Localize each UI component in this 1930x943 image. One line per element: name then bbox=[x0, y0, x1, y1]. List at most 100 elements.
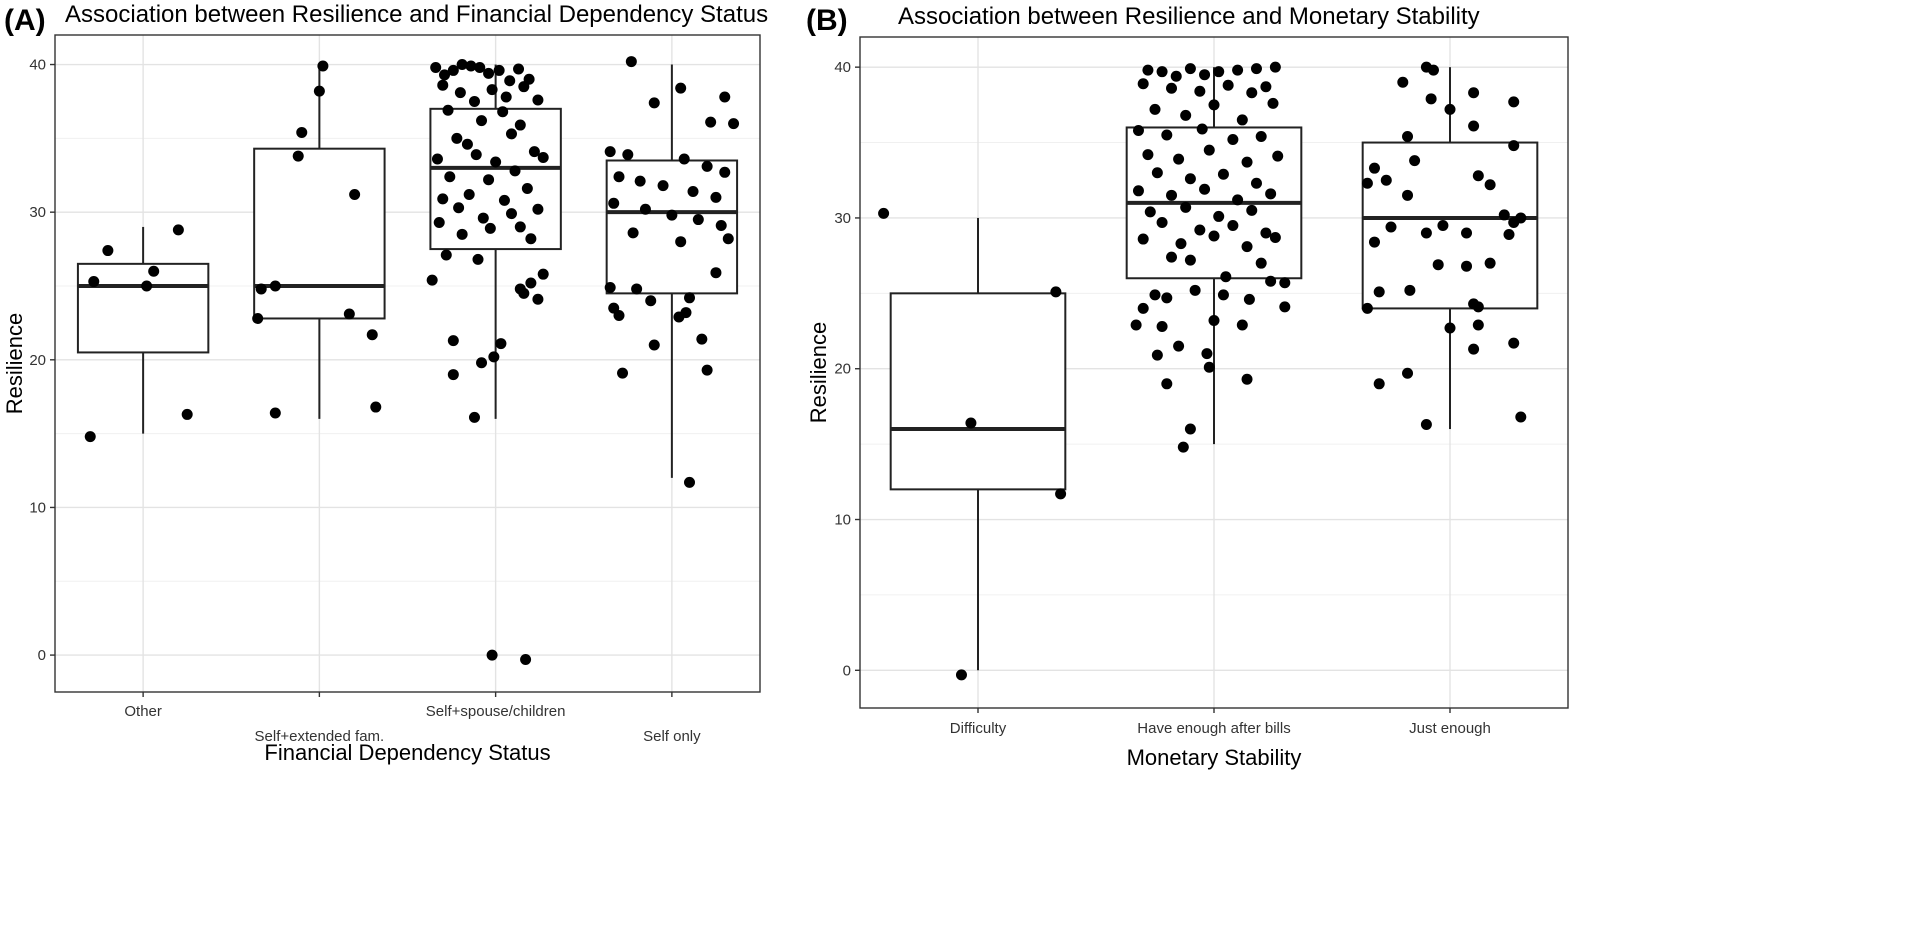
data-point bbox=[1227, 134, 1239, 146]
data-point bbox=[1269, 61, 1281, 73]
category-label: Have enough after bills bbox=[1137, 720, 1290, 737]
y-axis-title: Resilience bbox=[806, 322, 831, 424]
data-point bbox=[1503, 229, 1515, 241]
data-point bbox=[500, 91, 512, 103]
data-point bbox=[1420, 419, 1432, 431]
data-point bbox=[625, 56, 637, 68]
data-point bbox=[678, 153, 690, 165]
data-point bbox=[1472, 301, 1484, 313]
data-point bbox=[657, 180, 669, 192]
data-point bbox=[1170, 70, 1182, 82]
data-point bbox=[528, 146, 540, 158]
data-point bbox=[1380, 174, 1392, 186]
data-point bbox=[1220, 271, 1232, 283]
data-point bbox=[715, 219, 727, 231]
data-point bbox=[1227, 219, 1239, 231]
data-point bbox=[722, 233, 734, 245]
data-point bbox=[537, 268, 549, 280]
data-point bbox=[444, 171, 456, 183]
data-point bbox=[684, 476, 695, 488]
data-point bbox=[456, 59, 468, 71]
data-point bbox=[520, 654, 532, 666]
data-point bbox=[1184, 254, 1196, 266]
data-point bbox=[488, 351, 500, 363]
data-point bbox=[426, 274, 438, 286]
data-point bbox=[1213, 210, 1225, 222]
data-point bbox=[617, 367, 629, 379]
data-point bbox=[1050, 286, 1062, 298]
panel-b: 0 10 20 30 40 Difficulty Have enough after bil… bbox=[806, 3, 1569, 770]
data-point bbox=[1236, 114, 1248, 126]
chart-title: Association between Resilience and Monet… bbox=[898, 3, 1480, 30]
data-point bbox=[666, 209, 678, 221]
panel-label: (A) bbox=[4, 4, 46, 37]
data-point bbox=[1196, 123, 1208, 135]
data-point bbox=[484, 222, 496, 234]
data-point bbox=[639, 203, 651, 215]
data-point bbox=[1472, 319, 1484, 331]
data-point bbox=[604, 146, 616, 158]
y-tick-label: 10 bbox=[834, 512, 851, 529]
category-label: Self only bbox=[643, 728, 701, 745]
data-point bbox=[878, 207, 890, 219]
data-point bbox=[728, 118, 740, 130]
data-point bbox=[1402, 131, 1414, 143]
data-point bbox=[1217, 168, 1229, 180]
data-point bbox=[710, 267, 722, 279]
data-point bbox=[1508, 216, 1520, 228]
data-point bbox=[252, 312, 264, 324]
data-point bbox=[532, 94, 544, 106]
data-point bbox=[296, 126, 308, 138]
data-point bbox=[1361, 302, 1373, 314]
data-point bbox=[514, 221, 526, 233]
data-point bbox=[1161, 378, 1173, 390]
data-point bbox=[1232, 64, 1244, 76]
data-point bbox=[1166, 82, 1178, 94]
y-axis-title: Resilience bbox=[2, 313, 27, 415]
data-point bbox=[370, 401, 382, 413]
data-point bbox=[719, 166, 731, 178]
data-point bbox=[102, 245, 114, 257]
data-point bbox=[84, 431, 96, 443]
data-point bbox=[1203, 361, 1215, 373]
data-point bbox=[486, 84, 498, 96]
category-label: Self+spouse/children bbox=[426, 703, 566, 720]
y-tick-label: 0 bbox=[38, 647, 46, 664]
data-point bbox=[505, 128, 517, 140]
data-point bbox=[1184, 173, 1196, 185]
data-point bbox=[148, 265, 160, 277]
x-axis-title: Monetary Stability bbox=[1127, 745, 1302, 770]
data-point bbox=[1427, 64, 1439, 76]
data-point bbox=[1373, 286, 1385, 298]
data-point bbox=[1468, 120, 1480, 132]
data-point bbox=[1142, 149, 1154, 161]
data-point bbox=[1208, 314, 1220, 326]
data-point bbox=[1444, 322, 1456, 334]
data-point bbox=[1161, 129, 1173, 141]
data-point bbox=[1194, 85, 1206, 97]
iqr-box bbox=[889, 292, 1067, 491]
data-point bbox=[172, 224, 184, 236]
data-point bbox=[1250, 63, 1262, 75]
y-tick-label: 30 bbox=[834, 210, 851, 227]
data-point bbox=[613, 310, 625, 322]
data-point bbox=[1432, 259, 1444, 271]
y-tick-label: 30 bbox=[29, 204, 46, 221]
data-point bbox=[701, 364, 713, 376]
data-point bbox=[1241, 373, 1253, 385]
data-point bbox=[1173, 153, 1185, 165]
data-point bbox=[1397, 76, 1409, 88]
data-point bbox=[1189, 284, 1201, 296]
data-point bbox=[1175, 238, 1187, 250]
data-point bbox=[490, 156, 502, 168]
data-point bbox=[710, 191, 722, 203]
data-point bbox=[486, 649, 498, 661]
data-point bbox=[465, 60, 477, 72]
data-point bbox=[1246, 204, 1258, 216]
data-point bbox=[433, 217, 445, 229]
data-point bbox=[141, 280, 153, 292]
data-point bbox=[474, 61, 486, 73]
data-point bbox=[673, 311, 685, 323]
data-point bbox=[1437, 219, 1449, 231]
data-point bbox=[521, 183, 533, 195]
